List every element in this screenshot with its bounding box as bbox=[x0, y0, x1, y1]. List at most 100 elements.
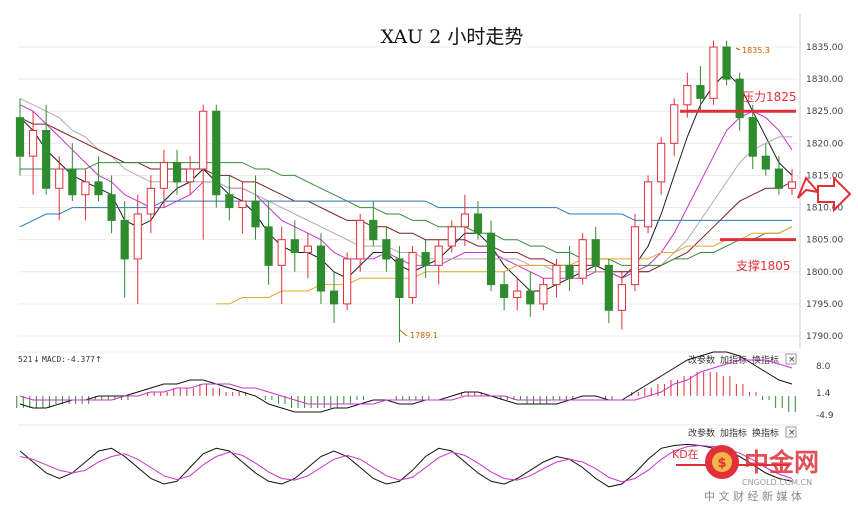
candle bbox=[172, 149, 182, 195]
macd-tick-label: -4.9 bbox=[816, 411, 834, 421]
candle bbox=[120, 201, 129, 298]
candle-body bbox=[513, 290, 522, 298]
cngold-logo: $ 中金网 CNGOLD.COM.CN 中 文 财 经 新 媒 体 bbox=[704, 445, 819, 503]
high-annotation: 1835.3 bbox=[742, 46, 770, 55]
candle bbox=[251, 175, 260, 240]
high-pointer bbox=[735, 47, 741, 51]
candle bbox=[513, 278, 522, 311]
candle bbox=[81, 169, 90, 221]
kd-plot bbox=[19, 443, 793, 488]
price-tick-label: 1830.00 bbox=[806, 75, 843, 85]
low-pointer bbox=[399, 329, 408, 337]
candle bbox=[159, 149, 169, 208]
kd-toolbar: 改参数 加指标 换指标 × bbox=[688, 426, 797, 439]
candle-body bbox=[447, 226, 456, 247]
candle-body bbox=[735, 78, 744, 119]
candle bbox=[670, 98, 679, 157]
candle bbox=[264, 201, 273, 285]
candle-body bbox=[120, 219, 129, 260]
candle bbox=[15, 98, 25, 176]
candle bbox=[643, 175, 653, 234]
candle bbox=[146, 175, 155, 234]
candle-body bbox=[225, 194, 234, 209]
candle bbox=[329, 271, 339, 324]
macd-header: MACD:-4.377 bbox=[42, 355, 95, 364]
candle bbox=[657, 136, 666, 195]
candle-body bbox=[408, 252, 417, 298]
candle-body bbox=[107, 194, 116, 221]
candle bbox=[408, 246, 417, 304]
candle bbox=[617, 271, 626, 330]
candle-body bbox=[81, 181, 90, 196]
candle-body bbox=[761, 155, 770, 170]
logo-glyph-icon: $ bbox=[717, 456, 726, 471]
candle-body bbox=[539, 284, 548, 305]
candle-body bbox=[146, 187, 155, 215]
panel-button[interactable]: 改参数 bbox=[688, 427, 715, 439]
price-tick-label: 1815.00 bbox=[806, 171, 843, 181]
candle bbox=[238, 181, 247, 234]
close-icon[interactable] bbox=[785, 353, 797, 365]
candle-body bbox=[382, 239, 391, 260]
panel-button[interactable]: 换指标 bbox=[752, 427, 779, 439]
macd-plot bbox=[16, 351, 796, 413]
candle bbox=[565, 246, 574, 292]
candle-body bbox=[657, 142, 666, 183]
candle bbox=[748, 104, 757, 170]
macd-tick-label: 8.0 bbox=[816, 362, 831, 372]
panel-button[interactable]: 改参数 bbox=[688, 354, 715, 366]
macd-header-prefix: 521 bbox=[18, 355, 33, 364]
panel-button[interactable]: 加指标 bbox=[720, 427, 747, 439]
price-axis: 1835.00 1830.00 1825.00 1820.00 1815.00 1810.… bbox=[806, 43, 843, 342]
close-icon[interactable] bbox=[785, 426, 797, 438]
price-tick-label: 1835.00 bbox=[806, 43, 843, 53]
candle-body bbox=[722, 46, 731, 80]
chart-title: XAU 2 小时走势 bbox=[381, 26, 524, 48]
candle bbox=[539, 278, 548, 311]
candle bbox=[55, 156, 64, 221]
candle bbox=[578, 233, 587, 285]
candle bbox=[186, 156, 195, 195]
candle-body bbox=[251, 200, 260, 228]
candle bbox=[630, 213, 640, 292]
candle bbox=[526, 271, 535, 317]
candle-body bbox=[526, 290, 535, 305]
kd-label: KD在 bbox=[672, 448, 699, 461]
candle-body bbox=[133, 213, 142, 260]
candle bbox=[486, 220, 496, 292]
candle bbox=[356, 213, 365, 272]
candle-body bbox=[15, 117, 25, 157]
price-tick-label: 1825.00 bbox=[806, 107, 843, 117]
candle-body bbox=[395, 258, 404, 298]
macd-dea-line bbox=[19, 359, 793, 405]
candle bbox=[500, 271, 509, 311]
candle-body bbox=[709, 46, 718, 99]
candle bbox=[316, 233, 326, 304]
candle-body bbox=[159, 162, 169, 189]
candle-body bbox=[683, 85, 692, 106]
low-annotation: 1789.1 bbox=[410, 331, 438, 340]
candle-body bbox=[264, 226, 273, 266]
candle-body bbox=[212, 110, 221, 196]
candle-body bbox=[630, 226, 640, 286]
candle-body bbox=[434, 245, 443, 266]
candle bbox=[28, 111, 38, 195]
candle-body bbox=[591, 239, 600, 266]
candle bbox=[473, 201, 483, 240]
watermark-url: CNGOLD.COM.CN bbox=[742, 478, 812, 487]
logo-coin-icon bbox=[712, 452, 732, 472]
candle-body bbox=[316, 245, 326, 292]
candle bbox=[369, 201, 378, 247]
kd-panel: 改参数 加指标 换指标 × KD在 bbox=[18, 424, 800, 488]
candle-body bbox=[617, 284, 626, 311]
candle-body bbox=[578, 239, 587, 279]
panel-button[interactable]: 加指标 bbox=[720, 354, 747, 366]
candle-body bbox=[787, 181, 797, 189]
price-tick-label: 1805.00 bbox=[806, 236, 843, 246]
down-arrow-small-icon: ↓ bbox=[33, 355, 40, 364]
candle bbox=[107, 175, 116, 234]
ma-line bbox=[19, 97, 792, 273]
candle-body bbox=[68, 168, 77, 196]
candle-body bbox=[277, 239, 286, 266]
price-tick-label: 1800.00 bbox=[806, 268, 843, 278]
